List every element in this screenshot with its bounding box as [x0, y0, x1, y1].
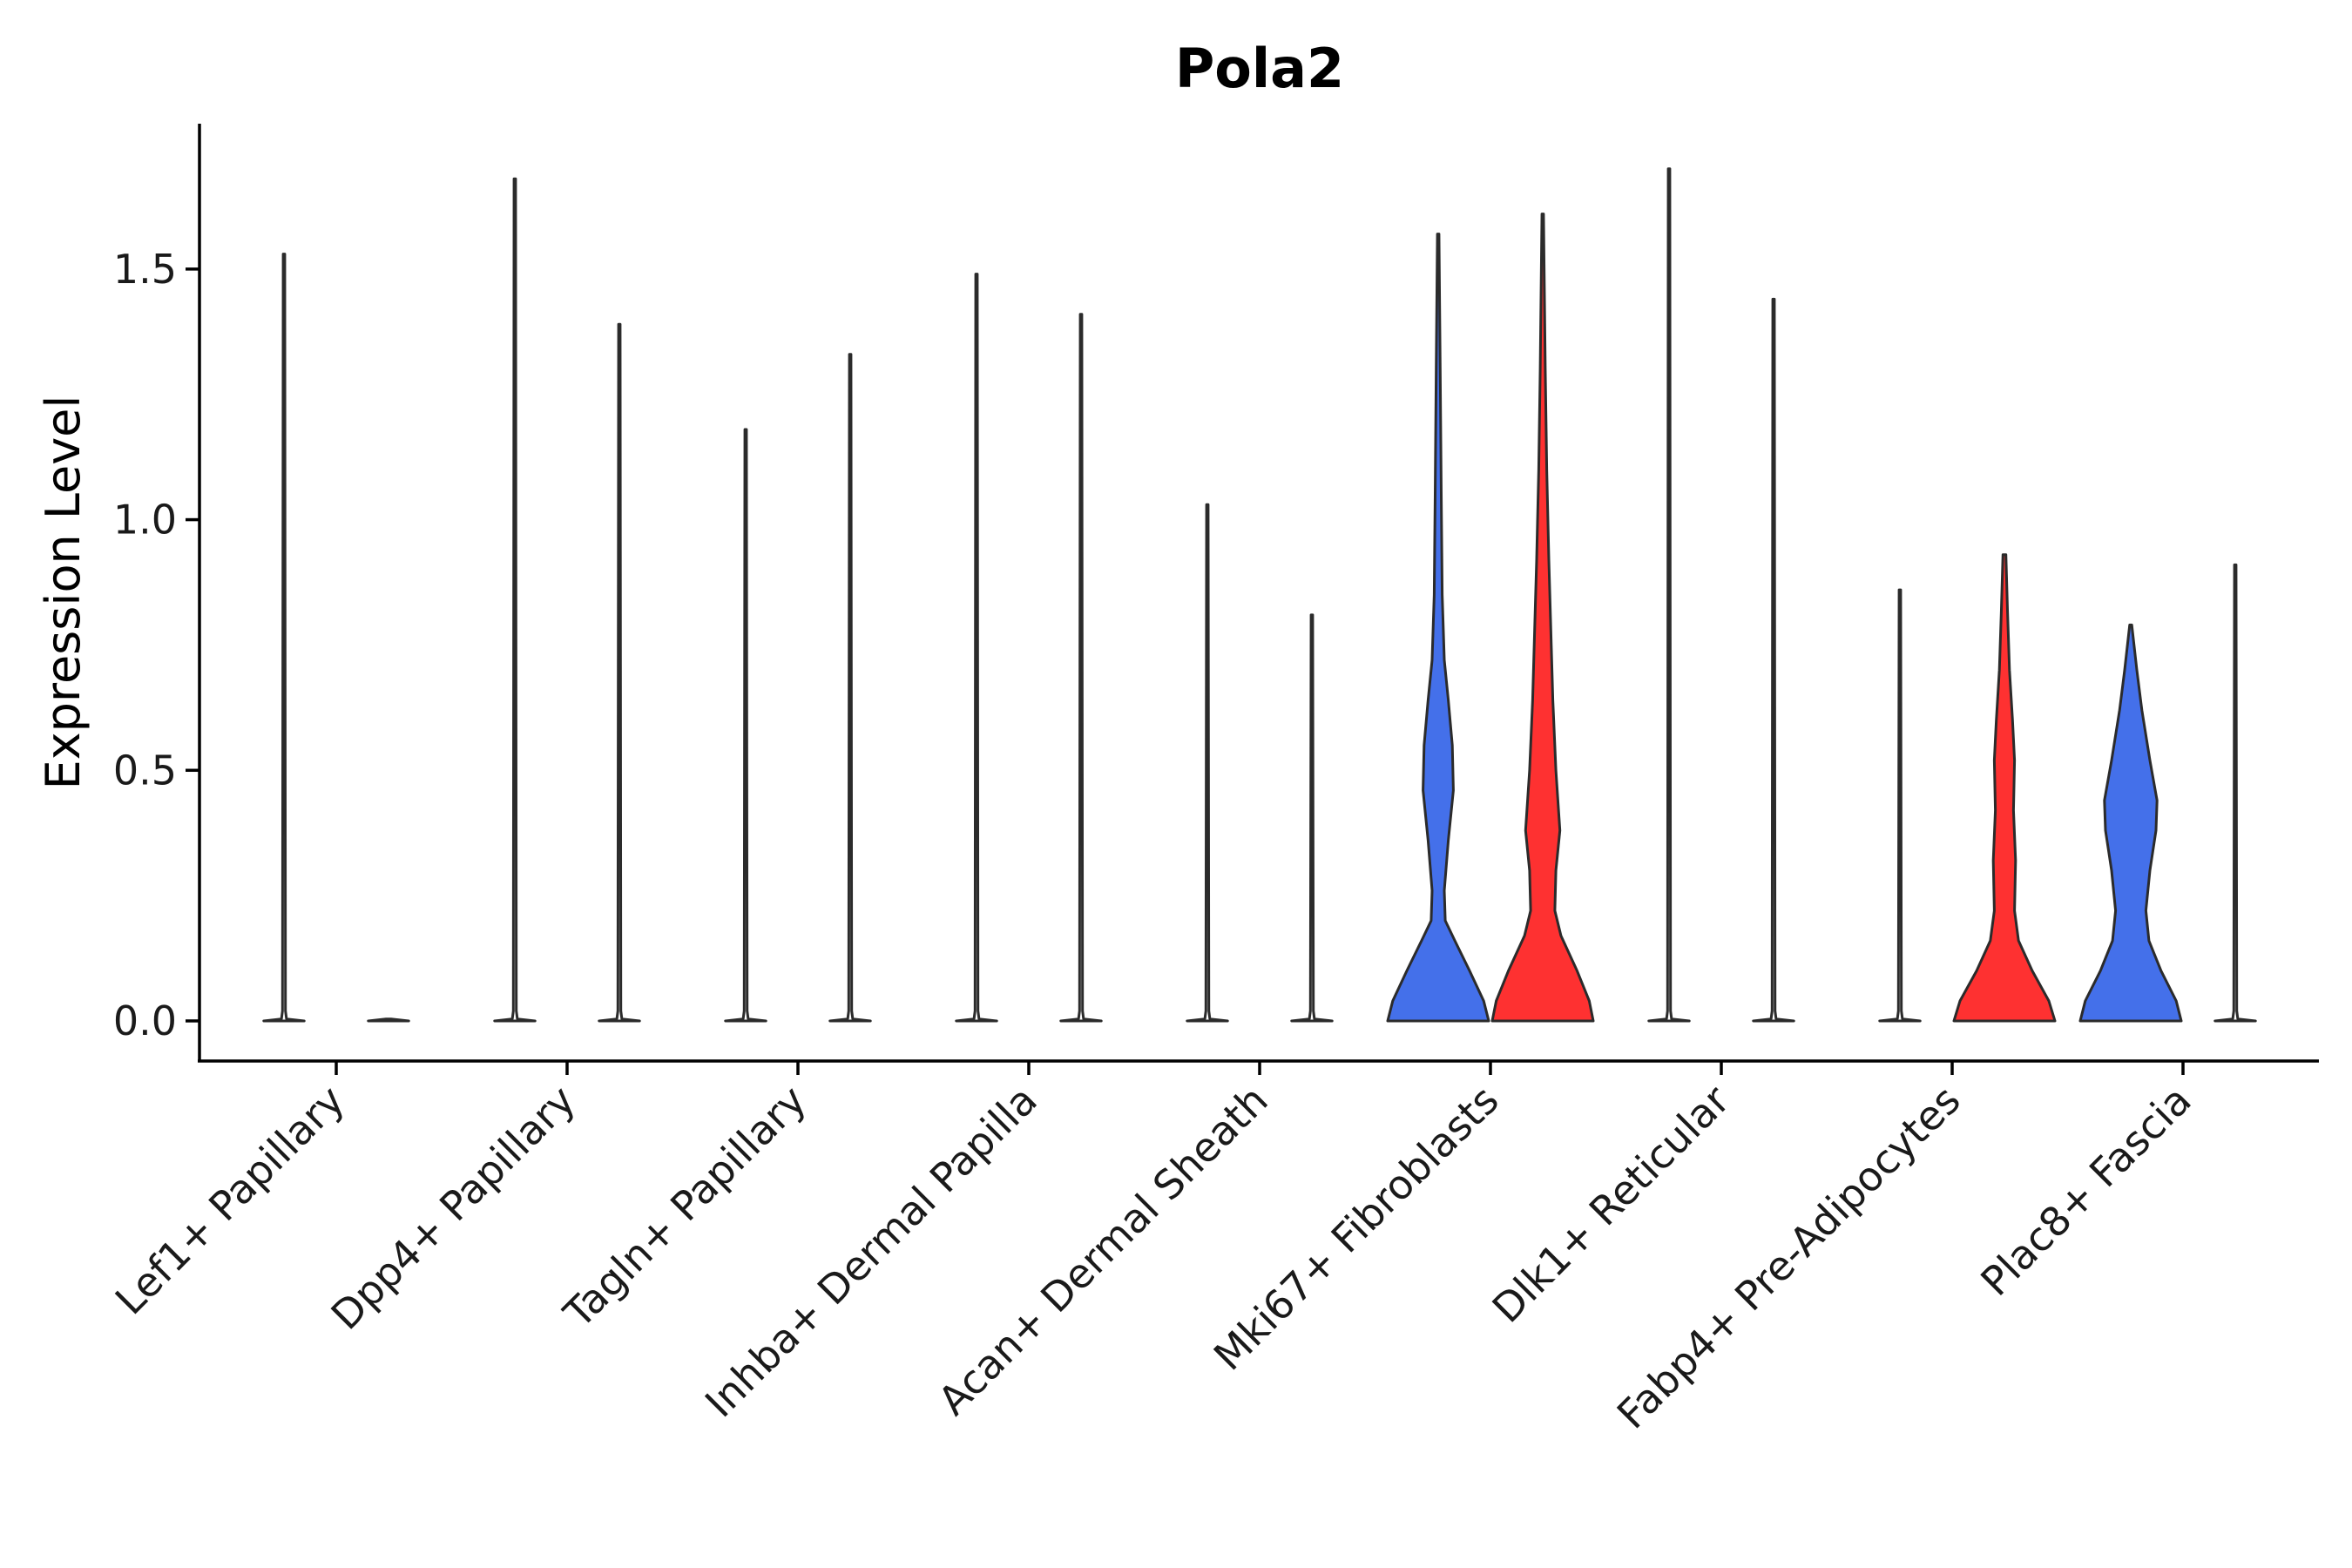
y-tick-label: 0.5 [113, 747, 177, 794]
violin-tagln-papillary-left [724, 428, 767, 1023]
violin-dlk1-reticular-right [1752, 297, 1795, 1023]
violin-fabp4-pre-adipocytes-left [1878, 588, 1922, 1023]
y-axis-ticks: 0.0 0.5 1.0 1.5 [113, 246, 199, 1044]
violin-inhba-dermal-papilla-right [1059, 313, 1103, 1023]
violin-dpp4-papillary-left [493, 177, 537, 1023]
violin-tagln-papillary-right [828, 353, 872, 1023]
violin-acan-dermal-sheath-right [1290, 613, 1334, 1023]
x-tick-label: Plac8+ Fascia [1971, 1077, 2200, 1305]
x-tick-label: Tagln+ Papillary [554, 1077, 815, 1338]
y-tick-label: 1.0 [113, 497, 177, 544]
chart-title: Pola2 [1175, 37, 1344, 100]
x-tick-label: Lef1+ Papillary [106, 1077, 354, 1324]
y-tick-label: 0.0 [113, 997, 177, 1044]
x-tick-label: Dlk1+ Reticular [1484, 1077, 1739, 1332]
x-tick-label: Dpp4+ Papillary [322, 1077, 585, 1339]
violin-acan-dermal-sheath-left [1186, 503, 1229, 1023]
violin-mki67-fibroblasts-left [1386, 233, 1490, 1023]
violin-dlk1-reticular-left [1647, 167, 1691, 1023]
y-axis-title: Expression Level [36, 395, 91, 790]
violin-plac8-fascia-left [2078, 623, 2183, 1023]
violin-mki67-fibroblasts-right [1490, 213, 1595, 1023]
violin-fabp4-pre-adipocytes-right [1952, 553, 2057, 1023]
violin-dpp4-papillary-right [598, 322, 641, 1023]
violin-lef1-papillary-right [367, 1017, 410, 1023]
violin-inhba-dermal-papilla-left [955, 273, 998, 1023]
y-tick-label: 1.5 [113, 246, 177, 293]
violin-layer [262, 167, 2257, 1023]
violin-plac8-fascia-right [2213, 563, 2257, 1023]
violin-lef1-papillary-left [262, 253, 306, 1023]
